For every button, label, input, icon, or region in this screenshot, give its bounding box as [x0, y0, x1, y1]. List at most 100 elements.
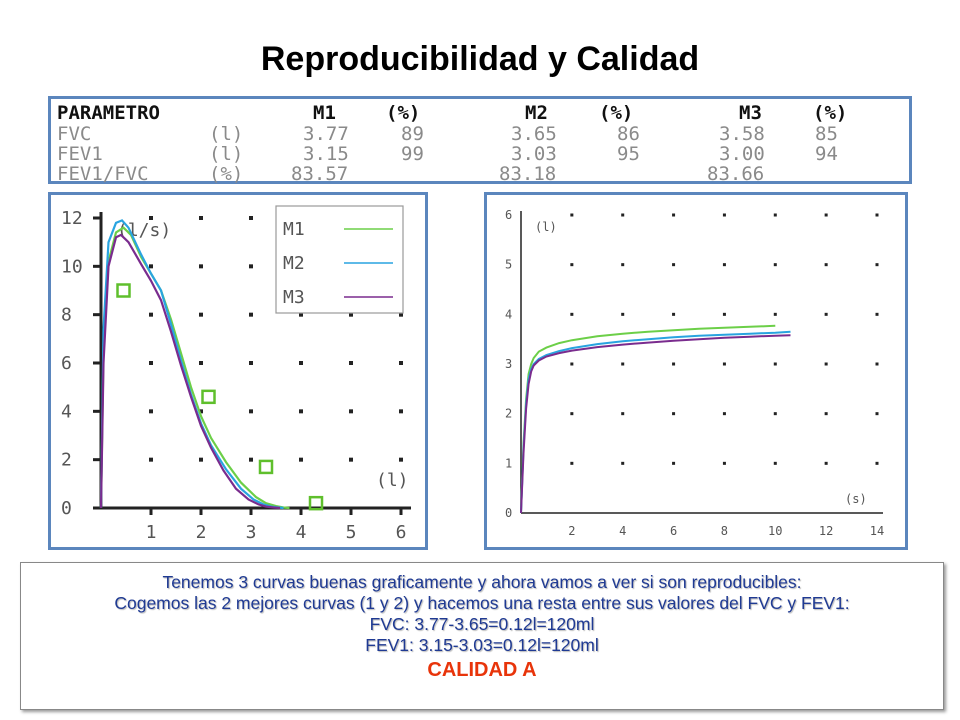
y-tick-label: 2 [61, 450, 72, 471]
curve-marker [116, 283, 131, 298]
grid-dot [722, 263, 726, 267]
grid-dot [399, 312, 403, 317]
y-tick-label: 12 [61, 208, 83, 229]
param-unit: (l) [209, 123, 244, 145]
y-tick-label: 4 [505, 307, 512, 321]
grid-dot [349, 312, 353, 317]
x-tick-label: 4 [619, 524, 626, 538]
grid-dot [722, 312, 726, 316]
x-tick-label: 3 [246, 522, 257, 543]
parameter-table: PARAMETRO M1 (%) M2 (%) M3 (%) FVC (l) 3… [48, 96, 912, 185]
grid-dot [299, 312, 303, 317]
m2-value: 3.03 [511, 143, 557, 165]
series-line-M1 [99, 226, 290, 510]
grid-dot [349, 361, 353, 365]
quality-result: CALIDAD A [427, 659, 537, 681]
grid-dot [199, 361, 203, 365]
grid-dot [249, 312, 253, 317]
m3-value: 3.00 [719, 143, 765, 165]
grid-dot [875, 412, 879, 416]
y-tick-label: 5 [505, 258, 512, 272]
x-tick-label: 1 [146, 522, 157, 543]
grid-dot [570, 312, 574, 316]
param-name: FEV1/FVC [57, 163, 149, 185]
grid-dot [875, 362, 879, 366]
table-row: FVC (l) 3.77 89 3.65 86 3.58 85 [51, 123, 909, 145]
grid-dot [299, 361, 303, 365]
grid-dot [621, 412, 625, 416]
grid-dot [199, 409, 203, 414]
header-m1: M1 [313, 102, 336, 124]
grid-dot [570, 412, 574, 416]
grid-dot [824, 213, 828, 217]
grid-dot [621, 312, 625, 316]
page-title: Reproducibilidad y Calidad [260, 40, 700, 78]
m2-pct: 86 [617, 123, 640, 145]
grid-dot [875, 213, 879, 217]
series-line-M3 [99, 233, 281, 510]
grid-dot [824, 461, 828, 465]
flow-volume-chart-panel: 0 2 4 6 8 10 12 1 2 3 4 5 6 (l/s) (l) M1 M2 M3 [48, 192, 428, 550]
grid-dot [199, 312, 203, 317]
grid-dot [722, 213, 726, 217]
m2-value: 83.18 [499, 163, 557, 185]
grid-dot [621, 461, 625, 465]
grid-dot [399, 457, 403, 462]
grid-dot [672, 263, 676, 267]
m3-pct: 94 [815, 143, 838, 165]
m1-value: 3.15 [303, 143, 349, 165]
legend-label: M1 [283, 219, 305, 240]
x-tick-label: 10 [768, 524, 782, 538]
header-m2-pct: (%) [599, 102, 634, 124]
note-line: FVC: 3.77-3.65=0.12l=120ml [369, 614, 595, 634]
grid-dot [722, 412, 726, 416]
header-m2: M2 [525, 102, 548, 124]
note-line: Tenemos 3 curvas buenas graficamente y a… [162, 572, 802, 592]
grid-dot [824, 312, 828, 316]
grid-dot [570, 213, 574, 217]
grid-dot [570, 461, 574, 465]
grid-dot [149, 409, 153, 414]
header-m3: M3 [739, 102, 762, 124]
grid-dot [672, 213, 676, 217]
grid-dot [824, 412, 828, 416]
header-m1-pct: (%) [386, 102, 421, 124]
y-tick-label: 10 [61, 256, 83, 277]
grid-dot [672, 461, 676, 465]
grid-dot [199, 457, 203, 462]
grid-dot [875, 461, 879, 465]
x-tick-label: 4 [296, 522, 307, 543]
header-parametro: PARAMETRO [57, 102, 160, 124]
grid-dot [149, 216, 153, 220]
grid-dot [875, 263, 879, 267]
series-line-M2 [99, 219, 284, 510]
legend-label: M2 [283, 253, 305, 274]
x-tick-label: 14 [870, 524, 884, 538]
volume-time-chart-panel: 0 1 2 3 4 5 6 2 4 6 8 10 12 14 (l) (s) [484, 192, 908, 550]
m1-pct: 89 [401, 123, 424, 145]
grid-dot [149, 264, 153, 269]
y-tick-label: 0 [505, 506, 512, 520]
x-axis-label: (s) [845, 492, 867, 506]
m1-pct: 99 [401, 143, 424, 165]
legend-box [275, 205, 404, 314]
x-tick-label: 12 [819, 524, 833, 538]
grid-dot [399, 361, 403, 365]
x-tick-label: 5 [346, 522, 357, 543]
grid-dot [621, 213, 625, 217]
grid-dot [722, 461, 726, 465]
grid-dot [199, 216, 203, 220]
conclusion-note: Tenemos 3 curvas buenas graficamente y a… [20, 562, 944, 710]
y-axis-label: (l) [535, 220, 557, 234]
series-line-M2 [520, 330, 791, 514]
param-unit: (%) [209, 163, 244, 185]
grid-dot [773, 362, 777, 366]
m2-pct: 95 [617, 143, 640, 165]
y-tick-label: 1 [505, 456, 512, 470]
x-axis-label: (l) [376, 470, 409, 491]
param-name: FVC [57, 123, 92, 145]
grid-dot [349, 457, 353, 462]
table-row: FEV1/FVC (%) 83.57 83.18 83.66 [51, 163, 909, 185]
